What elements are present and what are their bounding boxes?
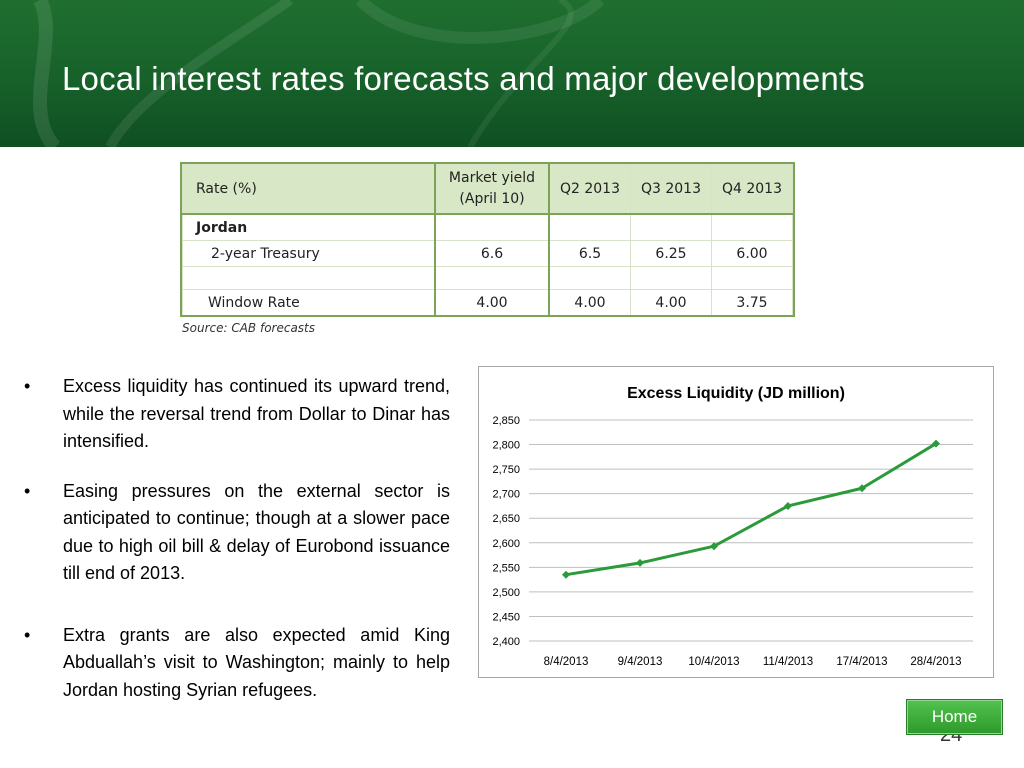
bullet-item: • Extra grants are also expected amid Ki…: [24, 622, 450, 705]
y-tick-label: 2,700: [492, 489, 520, 501]
y-tick-label: 2,750: [492, 464, 520, 476]
x-tick-label: 10/4/2013: [688, 656, 739, 668]
table-row: Jordan: [182, 213, 793, 241]
page-title: Local interest rates forecasts and major…: [62, 60, 866, 97]
excess-liquidity-chart: Excess Liquidity (JD million) 2,400 2,450 2…: [478, 366, 994, 678]
y-tick-label: 2,550: [492, 562, 520, 574]
y-tick-label: 2,600: [492, 538, 520, 550]
cell-q4: 3.75: [711, 289, 793, 317]
x-tick-label: 28/4/2013: [910, 656, 961, 668]
bullet-item: • Excess liquidity has continued its upw…: [24, 373, 450, 456]
header-market-line1: Market yield: [448, 170, 536, 186]
header-q2: Q2 2013: [548, 164, 631, 215]
data-point: [636, 558, 644, 567]
chart-svg: Excess Liquidity (JD million) 2,400 2,450 2…: [492, 385, 973, 668]
section-label: Jordan: [182, 213, 436, 241]
cell-q4: 6.00: [711, 240, 793, 267]
table-source: Source: CAB forecasts: [182, 321, 316, 335]
bullet-symbol: •: [24, 624, 31, 645]
rates-table: Rate (%) Market yield (April 10) Q2 2013…: [182, 164, 793, 317]
data-point: [858, 484, 866, 493]
bullet-list: • Excess liquidity has continued its upw…: [24, 373, 450, 726]
data-point: [932, 439, 940, 448]
table-header-row: Rate (%) Market yield (April 10) Q2 2013…: [182, 164, 793, 215]
y-tick-label: 2,850: [492, 415, 520, 427]
cell-q3: 6.25: [630, 240, 712, 267]
bullet-text: Extra grants are also expected amid King…: [63, 624, 450, 700]
row-label: 2-year Treasury: [182, 240, 436, 267]
cell-q3: 4.00: [630, 289, 712, 317]
header-market-yield: Market yield (April 10): [434, 164, 550, 215]
x-tick-label: 8/4/2013: [544, 656, 589, 668]
rates-table-frame: Rate (%) Market yield (April 10) Q2 2013…: [180, 162, 795, 317]
y-tick-label: 2,400: [492, 636, 520, 648]
x-tick-label: 11/4/2013: [763, 656, 813, 668]
home-button[interactable]: Home: [907, 700, 1002, 734]
chart-title: Excess Liquidity (JD million): [627, 385, 845, 402]
y-tick-label: 2,650: [492, 513, 520, 525]
table-row: [182, 266, 793, 290]
bullet-text: Excess liquidity has continued its upwar…: [63, 376, 450, 451]
cell-market: 4.00: [434, 289, 550, 317]
cell-q2: 6.5: [548, 240, 631, 267]
x-tick-label: 9/4/2013: [618, 656, 663, 668]
data-point: [562, 570, 570, 579]
x-tick-label: 17/4/2013: [836, 656, 887, 668]
bullet-text: Easing pressures on the external sector …: [63, 480, 450, 584]
table-row: Window Rate 4.00 4.00 4.00 3.75: [182, 289, 793, 317]
bullet-symbol: •: [24, 376, 31, 396]
table-row: 2-year Treasury 6.6 6.5 6.25 6.00: [182, 240, 793, 267]
bullet-symbol: •: [24, 480, 31, 501]
header-rate: Rate (%): [182, 164, 436, 215]
header-q3: Q3 2013: [630, 164, 712, 215]
y-tick-label: 2,450: [492, 611, 520, 623]
y-tick-label: 2,500: [492, 587, 520, 599]
row-label: Window Rate: [182, 289, 436, 317]
banner-decoration: [33, 0, 605, 147]
y-tick-label: 2,800: [492, 440, 520, 452]
series-line: [565, 442, 937, 577]
rates-table-container: Rate (%) Market yield (April 10) Q2 2013…: [180, 162, 795, 335]
title-banner: Local interest rates forecasts and major…: [0, 0, 1024, 147]
header-market-line2: (April 10): [459, 191, 525, 207]
cell-market: 6.6: [434, 240, 550, 267]
data-point: [710, 542, 718, 551]
bullet-item: • Easing pressures on the external secto…: [24, 478, 450, 588]
header-q4: Q4 2013: [711, 164, 793, 215]
data-point: [784, 501, 792, 510]
cell-q2: 4.00: [548, 289, 631, 317]
